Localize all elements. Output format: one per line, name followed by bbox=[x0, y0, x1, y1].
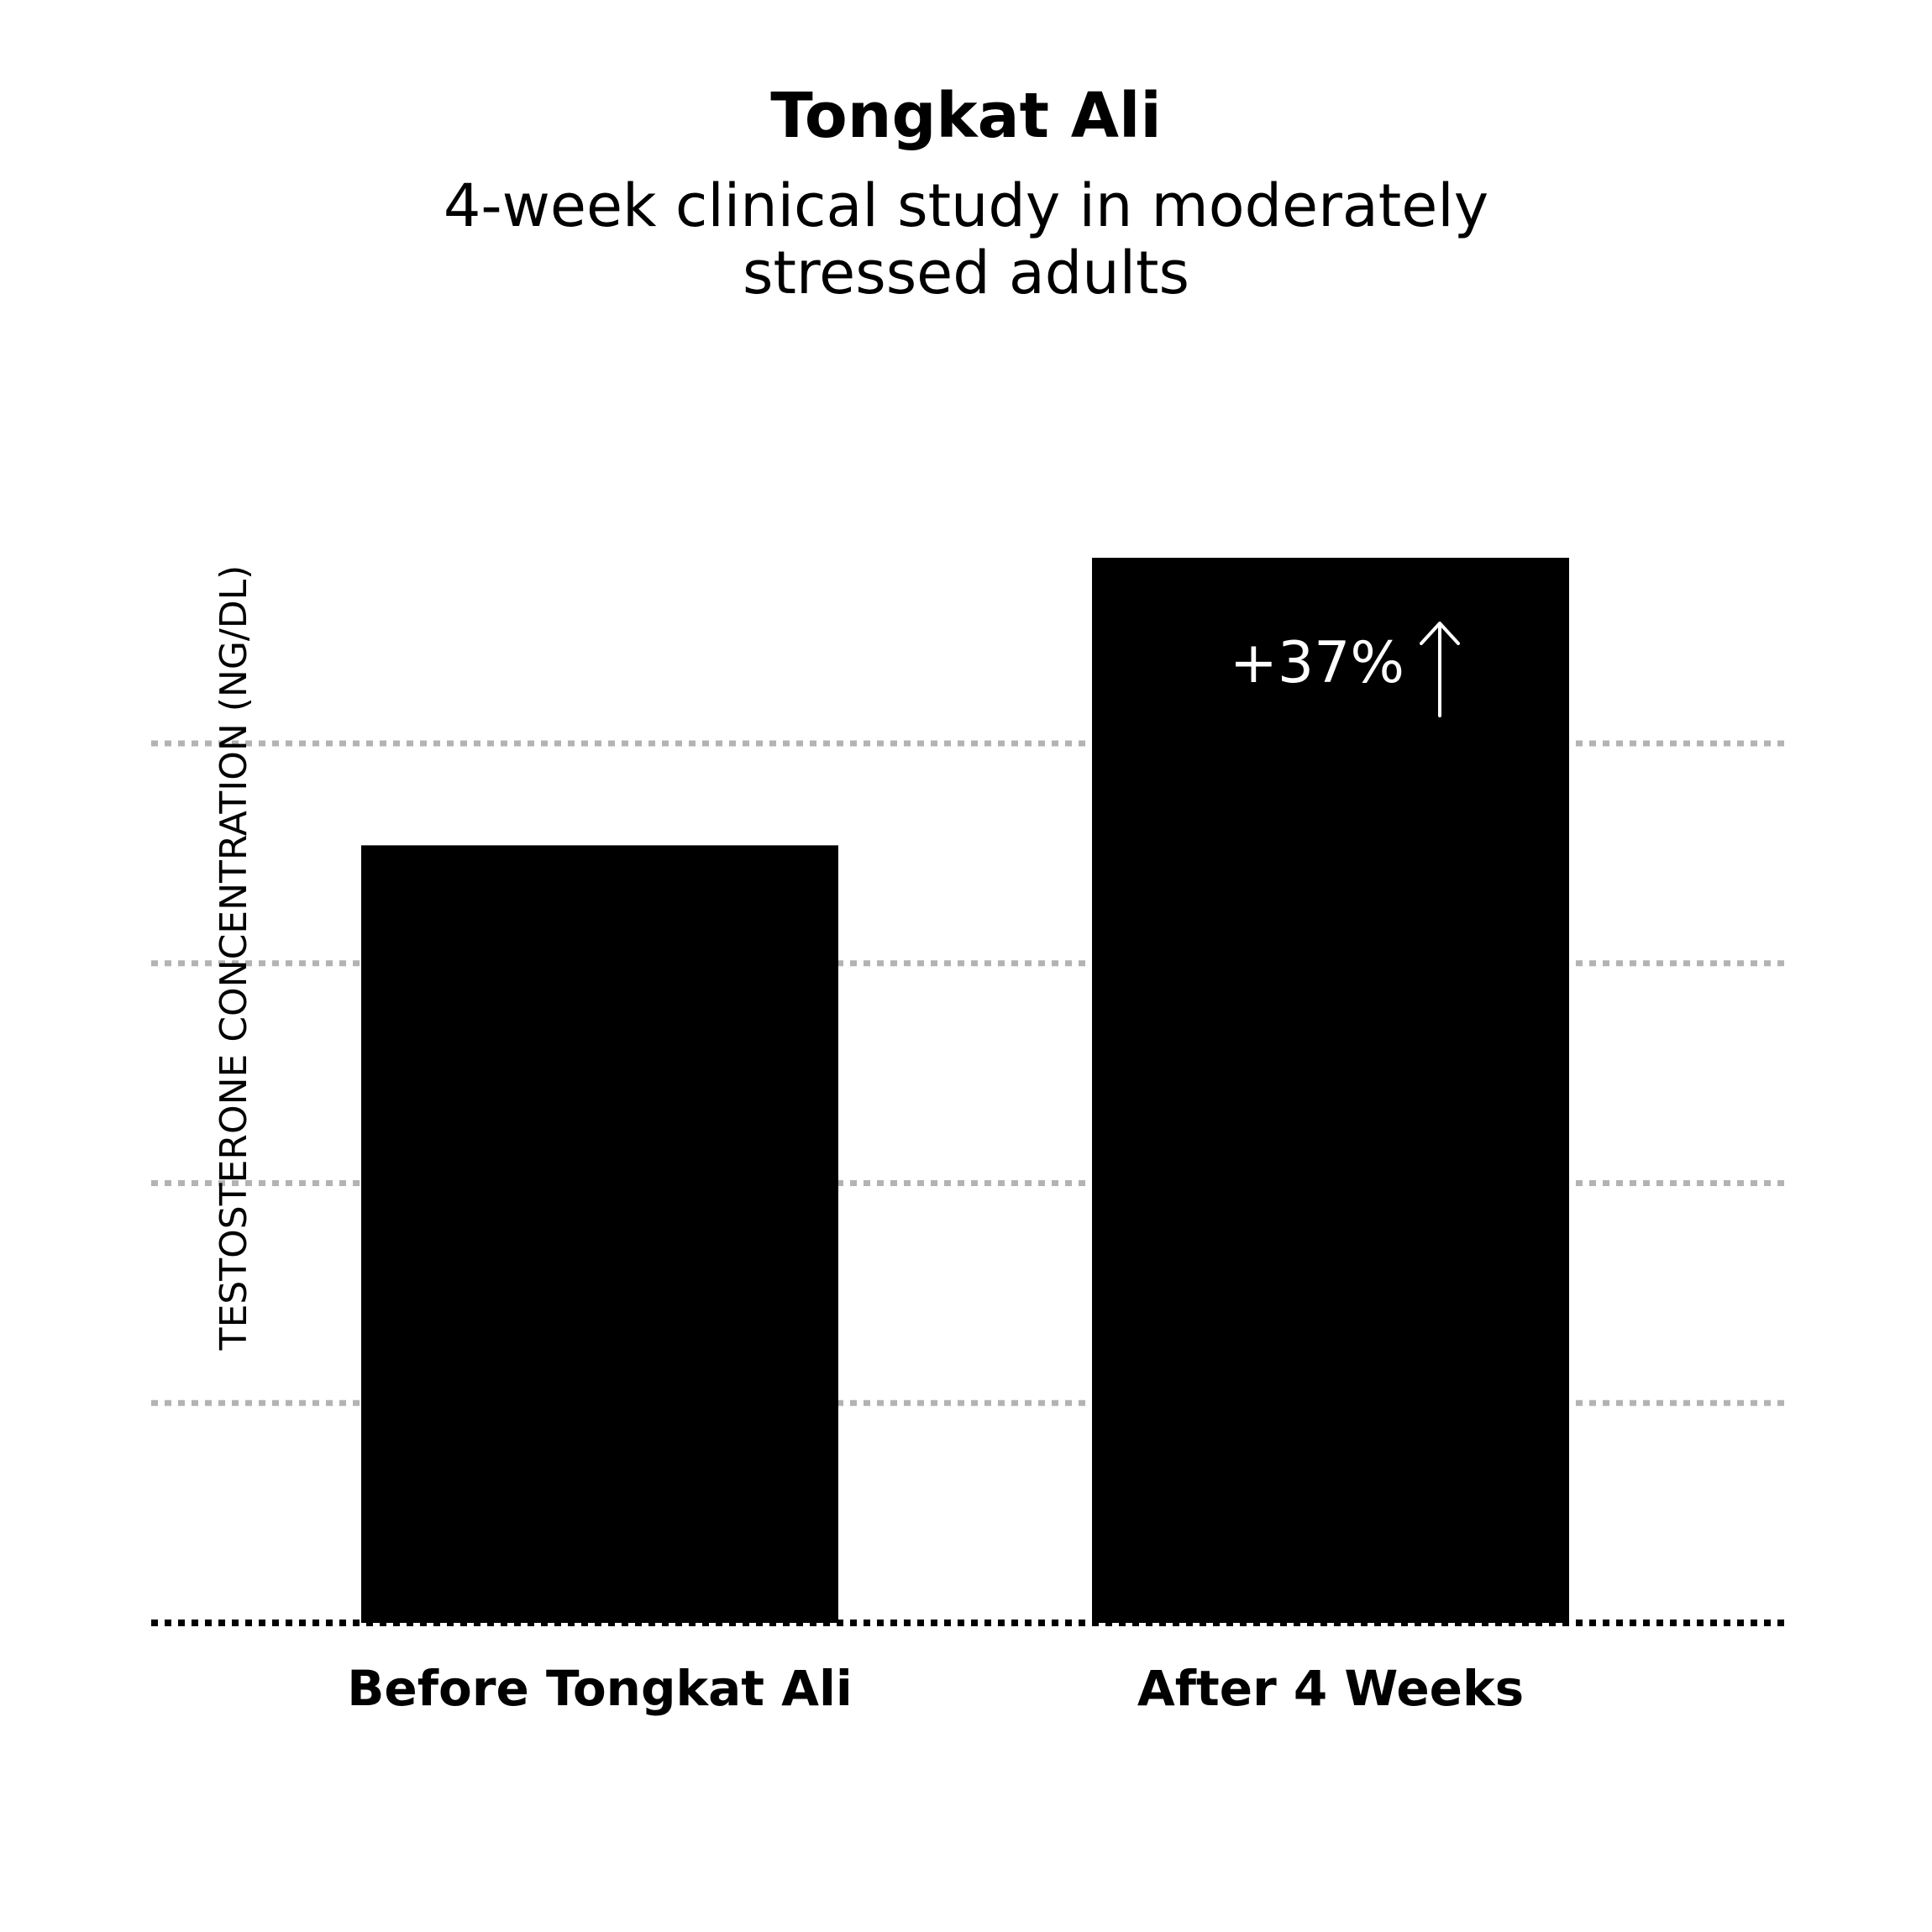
category-label: After 4 Weeks bbox=[1137, 1660, 1524, 1717]
category-labels: Before Tongkat Ali After 4 Weeks bbox=[347, 1660, 1524, 1717]
bar-after bbox=[1092, 558, 1569, 1623]
category-label: Before Tongkat Ali bbox=[347, 1660, 853, 1717]
chart-subtitle: 4-week clinical study in moderately stre… bbox=[443, 171, 1489, 307]
arrow-up-icon bbox=[1420, 622, 1460, 717]
chart-title: Tongkat Ali bbox=[770, 80, 1162, 152]
y-axis-label: TESTOSTERONE CONCENTRATION (NG/DL) bbox=[213, 565, 255, 1352]
bars bbox=[361, 558, 1569, 1623]
data-label: +37% bbox=[1230, 630, 1404, 696]
bar-before bbox=[361, 845, 838, 1623]
annotations: +37% bbox=[1230, 622, 1460, 717]
